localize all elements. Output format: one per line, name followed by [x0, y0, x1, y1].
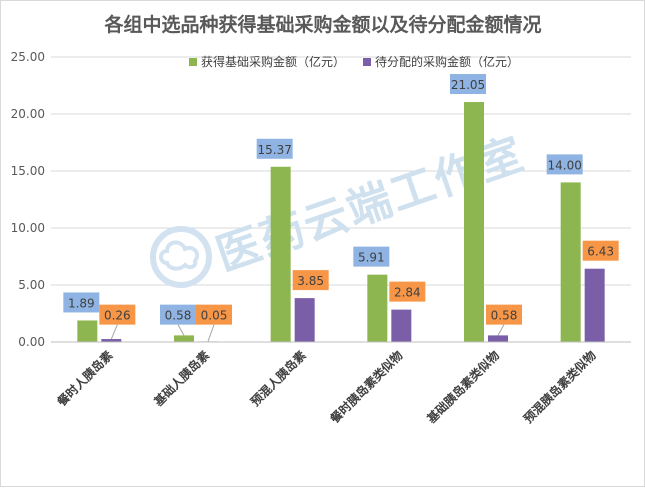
bar-pending	[488, 335, 508, 342]
data-label: 0.26	[104, 309, 131, 323]
x-axis-ticks: 餐时人胰岛素 基础人胰岛素 预混人胰岛素 餐时胰岛素类似物 基础胰岛素类似物 预混胰岛素类…	[54, 348, 599, 427]
legend-swatch	[189, 58, 197, 66]
legend-swatch	[363, 58, 371, 66]
y-tick-label: 15.00	[11, 164, 45, 178]
x-tick-label: 餐时胰岛素类似物	[327, 348, 405, 426]
data-label-leader	[207, 324, 215, 342]
bar-base	[77, 320, 98, 342]
data-label-box	[292, 270, 329, 291]
data-label: 21.05	[451, 78, 485, 92]
bar-base	[560, 182, 581, 342]
data-label: 6.43	[587, 245, 614, 259]
data-label: 0.05	[201, 309, 228, 323]
data-label-box	[99, 304, 136, 325]
bar-pending	[391, 309, 412, 342]
data-label-box	[353, 246, 390, 267]
y-tick-label: 25.00	[11, 50, 45, 64]
data-label: 15.37	[257, 143, 291, 157]
x-tick-label: 基础人胰岛素	[150, 348, 212, 410]
y-axis-ticks: 0.00 5.00 10.00 15.00 20.00 25.00	[11, 50, 45, 349]
y-tick-label: 0.00	[18, 335, 45, 349]
data-label: 2.84	[394, 286, 421, 300]
data-label: 1.89	[68, 296, 95, 310]
cloud-logo-icon	[150, 226, 212, 288]
legend: 获得基础采购金额（亿元） 待分配的采购金额（亿元）	[189, 54, 519, 69]
data-label-box	[486, 304, 522, 325]
data-labels: 1.89 0.26 0.58 0.05 15.37 3.85 5.91 2.84 21.05 0.…	[63, 74, 619, 342]
data-label-box	[582, 240, 619, 261]
bar-base	[270, 166, 291, 342]
y-tick-label: 10.00	[11, 221, 45, 235]
data-label-leader	[110, 324, 118, 340]
data-label: 14.00	[547, 158, 581, 172]
bar-base	[464, 102, 484, 342]
bars	[77, 102, 605, 342]
x-tick-label: 预混胰岛素类似物	[520, 348, 598, 426]
data-label-box	[389, 281, 426, 302]
data-label: 0.58	[491, 309, 518, 323]
data-label-box	[256, 138, 293, 159]
y-tick-label: 5.00	[18, 278, 45, 292]
x-tick-label: 基础胰岛素类似物	[423, 348, 502, 427]
data-label-leader	[177, 324, 185, 336]
data-label: 3.85	[297, 274, 324, 288]
data-label-box	[63, 292, 100, 313]
data-label-box	[450, 74, 486, 95]
data-label: 5.91	[358, 251, 385, 265]
bar-base	[174, 335, 194, 342]
x-tick-label: 餐时人胰岛素	[54, 348, 116, 410]
legend-label: 待分配的采购金额（亿元）	[375, 54, 519, 69]
data-label: 0.58	[165, 309, 192, 323]
bar-pending	[294, 298, 315, 342]
bar-base	[367, 274, 388, 342]
x-tick-label: 预混人胰岛素	[247, 348, 309, 410]
data-label-box	[196, 304, 232, 325]
grid-lines	[51, 56, 631, 286]
bar-pending	[584, 268, 605, 342]
y-tick-label: 20.00	[11, 107, 45, 121]
legend-label: 获得基础采购金额（亿元）	[201, 54, 345, 69]
bar-pending	[101, 339, 122, 342]
data-label-box	[546, 154, 583, 175]
data-label-box	[160, 304, 196, 325]
data-label-leader	[497, 324, 505, 336]
chart-title: 各组中选品种获得基础采购金额以及待分配金额情况	[103, 13, 541, 36]
